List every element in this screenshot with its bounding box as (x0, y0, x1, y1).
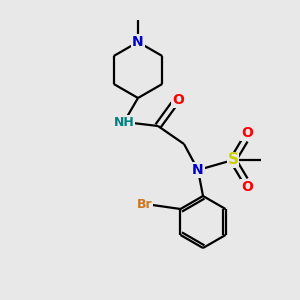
Text: S: S (227, 152, 239, 167)
Text: N: N (192, 163, 204, 177)
Text: O: O (172, 93, 184, 107)
Text: O: O (241, 180, 253, 194)
Text: O: O (241, 126, 253, 140)
Text: NH: NH (114, 116, 134, 128)
Text: N: N (132, 35, 144, 49)
Text: Br: Br (137, 199, 152, 212)
